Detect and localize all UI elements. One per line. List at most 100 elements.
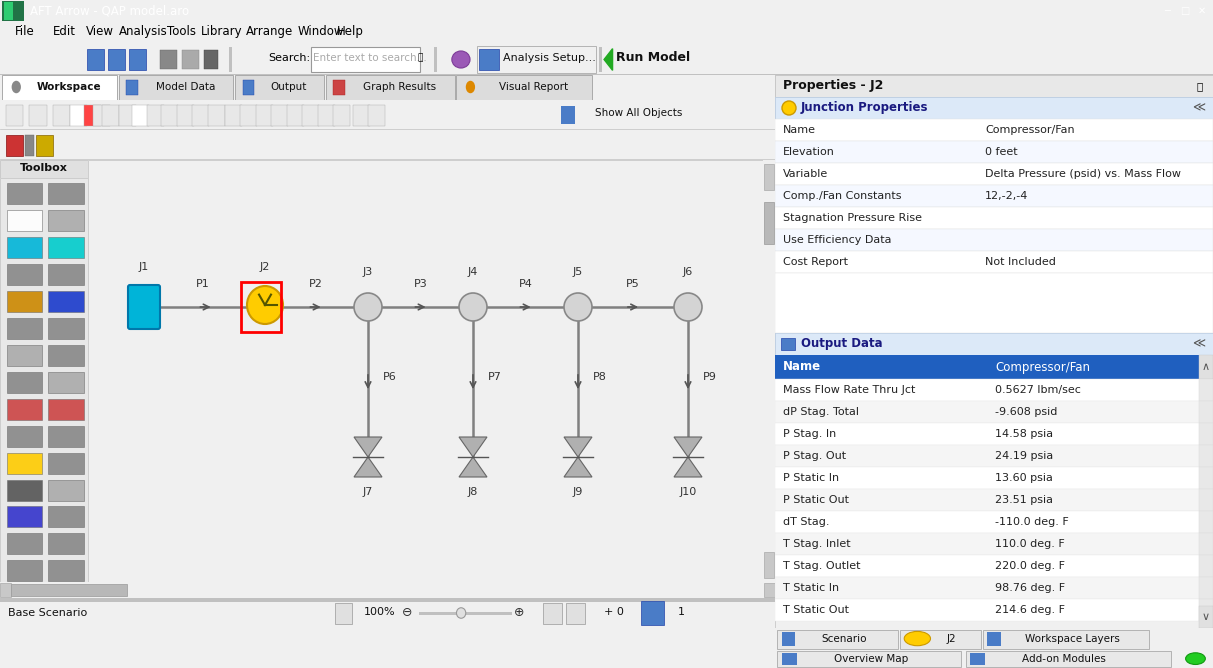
Text: Library: Library: [201, 25, 243, 38]
Text: ─: ─: [1164, 5, 1169, 15]
FancyBboxPatch shape: [311, 47, 420, 72]
Bar: [7, 453, 42, 474]
Bar: [49, 506, 84, 528]
Bar: [7, 318, 42, 339]
Text: Arrange: Arrange: [246, 25, 294, 38]
Bar: [565, 603, 585, 623]
Bar: [775, 75, 1213, 97]
Text: J9: J9: [573, 487, 583, 497]
Bar: [764, 202, 774, 244]
Text: dT Stag.: dT Stag.: [784, 517, 830, 527]
Bar: [84, 104, 101, 126]
Text: P1: P1: [197, 279, 210, 289]
Text: P9: P9: [704, 372, 717, 382]
Text: Comp./Fan Constants: Comp./Fan Constants: [784, 191, 901, 201]
Text: ⊖: ⊖: [402, 606, 412, 619]
Text: Mass Flow Rate Thru Jct: Mass Flow Rate Thru Jct: [784, 385, 916, 395]
Text: Properties - J2: Properties - J2: [784, 79, 883, 92]
Bar: [49, 480, 84, 500]
Text: P8: P8: [593, 372, 606, 382]
Text: P Static Out: P Static Out: [784, 495, 849, 505]
Bar: [764, 164, 774, 190]
Text: Visual Report: Visual Report: [499, 82, 568, 92]
Text: 24.19 psia: 24.19 psia: [996, 451, 1054, 461]
Text: ∨: ∨: [1202, 612, 1211, 622]
Text: Run Model: Run Model: [616, 51, 690, 64]
Text: Properties - J2: Properties - J2: [788, 81, 883, 94]
Bar: [7, 264, 42, 285]
Text: T Static In: T Static In: [784, 583, 839, 593]
Bar: [11, 584, 127, 597]
Bar: [119, 75, 233, 100]
Bar: [119, 104, 136, 126]
Bar: [1198, 599, 1213, 621]
FancyBboxPatch shape: [778, 651, 961, 667]
Bar: [368, 104, 386, 126]
Text: J3: J3: [363, 267, 374, 277]
Bar: [318, 104, 335, 126]
Text: Name: Name: [784, 125, 816, 135]
Text: Junction Properties: Junction Properties: [801, 102, 928, 114]
Text: 🔍: 🔍: [417, 53, 422, 62]
Bar: [102, 104, 119, 126]
Text: Graph Results: Graph Results: [363, 82, 437, 92]
Bar: [7, 506, 42, 528]
Bar: [7, 210, 42, 231]
Bar: [243, 80, 255, 95]
Text: 14.58 psia: 14.58 psia: [996, 429, 1054, 439]
Bar: [160, 50, 177, 69]
Text: P7: P7: [488, 372, 502, 382]
Polygon shape: [564, 437, 592, 457]
Bar: [7, 183, 42, 204]
Bar: [599, 47, 602, 72]
Bar: [775, 423, 1198, 445]
Text: Not Included: Not Included: [985, 257, 1057, 267]
Text: Tools: Tools: [167, 25, 197, 38]
Ellipse shape: [904, 631, 930, 646]
Bar: [1198, 577, 1213, 599]
Ellipse shape: [674, 293, 702, 321]
Text: Use Efficiency Data: Use Efficiency Data: [784, 235, 892, 245]
Bar: [49, 372, 84, 393]
Bar: [126, 80, 138, 95]
Ellipse shape: [247, 286, 283, 324]
Polygon shape: [604, 49, 613, 70]
Bar: [52, 104, 70, 126]
Text: J7: J7: [363, 487, 374, 497]
Bar: [775, 489, 1198, 511]
Bar: [1198, 511, 1213, 533]
Bar: [781, 633, 795, 645]
Text: Elevation: Elevation: [784, 147, 835, 157]
Bar: [775, 379, 1198, 401]
Ellipse shape: [451, 51, 471, 68]
Text: 0 feet: 0 feet: [985, 147, 1018, 157]
Bar: [49, 560, 84, 581]
Bar: [24, 134, 34, 156]
Ellipse shape: [459, 293, 486, 321]
FancyBboxPatch shape: [477, 47, 596, 73]
Text: + 0: + 0: [604, 607, 625, 617]
Bar: [7, 533, 42, 554]
Bar: [93, 104, 110, 126]
Text: 98.76 deg. F: 98.76 deg. F: [996, 583, 1065, 593]
Polygon shape: [459, 437, 486, 457]
Bar: [775, 355, 1198, 379]
Text: 0.5627 lbm/sec: 0.5627 lbm/sec: [996, 385, 1081, 395]
Bar: [775, 141, 1213, 163]
Bar: [177, 104, 194, 126]
FancyBboxPatch shape: [900, 630, 981, 649]
Bar: [4, 2, 13, 20]
Bar: [241, 282, 281, 332]
Bar: [207, 104, 224, 126]
Text: File: File: [15, 25, 34, 38]
Text: T Stag. Inlet: T Stag. Inlet: [784, 539, 850, 549]
Text: J5: J5: [573, 267, 583, 277]
Text: 214.6 deg. F: 214.6 deg. F: [996, 605, 1065, 615]
Bar: [256, 104, 273, 126]
Text: ✕: ✕: [1198, 5, 1206, 15]
Bar: [49, 183, 84, 204]
Polygon shape: [354, 457, 382, 477]
Bar: [325, 75, 455, 100]
Text: Workspace Layers: Workspace Layers: [1025, 633, 1121, 643]
Text: J10: J10: [679, 487, 696, 497]
